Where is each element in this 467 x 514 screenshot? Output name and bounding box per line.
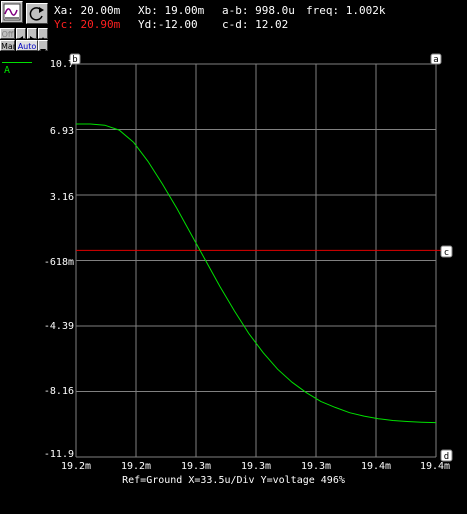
frequency-readout: freq: 1.002k (306, 4, 386, 17)
cursor-d-marker[interactable]: d (440, 449, 453, 462)
x-tick-label: 19.4m (360, 461, 392, 472)
y-tick-label: -4.39 (43, 321, 74, 332)
status-footer: Ref=Ground X=33.5u/Div Y=voltage 496% (122, 475, 345, 486)
x-tick-label: 19.3m (180, 461, 212, 472)
y-tick-label: 10.7 (49, 59, 74, 70)
cursor-d-readout: Yd:-12.00 (138, 18, 198, 31)
man-button[interactable]: Man (0, 40, 18, 51)
cursor-a-marker[interactable]: a (430, 53, 442, 65)
cursor-b-marker-label: b (72, 55, 77, 65)
toolbar: Xa: 20.00m Xb: 19.00m a-b: 998.0u freq: … (0, 0, 467, 55)
grid (75, 63, 437, 458)
y-tick-label: -8.16 (43, 386, 74, 397)
y-tick-label: -618m (43, 257, 74, 268)
legend-series-label: A (4, 65, 11, 76)
cursor-d-marker-label: d (444, 452, 449, 462)
cursor-b-readout: Xb: 19.00m (138, 4, 205, 17)
cursor-c-readout: Yc: 20.90m (54, 18, 121, 31)
refresh-icon (29, 7, 44, 21)
auto-button[interactable]: Auto (16, 40, 38, 51)
y-tick-label: -11.9 (43, 449, 74, 460)
trace-a (76, 123, 437, 424)
delta-cd-readout: c-d: 12.02 (222, 18, 289, 31)
off-button[interactable]: Off (0, 28, 15, 39)
cursor-b-marker[interactable]: b (69, 53, 81, 65)
x-tick-label: 19.3m (300, 461, 332, 472)
waveform-icon (3, 3, 21, 21)
cursor-c-marker-label: c (444, 248, 449, 258)
arrow-down-button[interactable] (38, 40, 48, 54)
legend-swatch (2, 62, 32, 63)
delta-ab-readout: a-b: 998.0u (222, 4, 295, 17)
y-tick-label: 3.16 (49, 192, 74, 203)
y-tick-label: 6.93 (49, 126, 74, 137)
cursor-c-marker[interactable]: c (440, 245, 453, 258)
x-tick-label: 19.2m (120, 461, 152, 472)
arrow-down-icon (40, 49, 46, 54)
x-tick-label: 19.3m (240, 461, 272, 472)
x-tick-label: 19.4m (419, 461, 451, 472)
x-tick-label: 19.2m (60, 461, 92, 472)
cursor-a-readout: Xa: 20.00m (54, 4, 121, 17)
waveform-view-button[interactable] (1, 1, 23, 23)
cursor-a-marker-label: a (433, 55, 438, 65)
refresh-button[interactable] (26, 3, 48, 24)
